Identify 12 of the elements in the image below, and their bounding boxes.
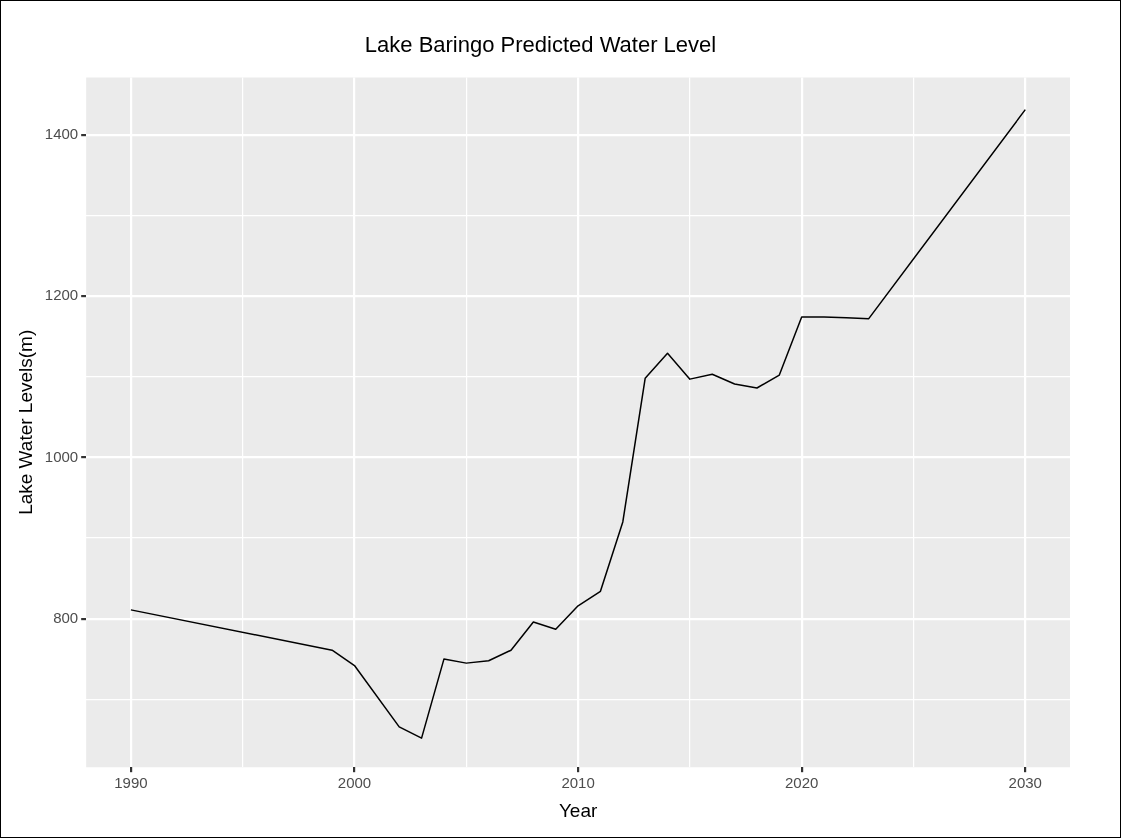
x-axis-title: Year	[558, 799, 598, 821]
chart-title: Lake Baringo Predicted Water Level	[364, 32, 717, 58]
x-tick-label: 2010	[561, 774, 595, 792]
x-tick-label: 1990	[114, 774, 148, 792]
y-tick-label: 1400	[44, 124, 79, 142]
x-tick-label: 2020	[784, 774, 819, 792]
x-tick-label: 2000	[337, 774, 372, 792]
x-tick-label: 2030	[1008, 774, 1042, 792]
y-tick-label: 1000	[44, 447, 79, 465]
y-tick-label: 1200	[44, 286, 79, 304]
y-axis-title: Lake Water Levels(m)	[14, 329, 36, 515]
y-tick-label: 800	[53, 608, 79, 626]
